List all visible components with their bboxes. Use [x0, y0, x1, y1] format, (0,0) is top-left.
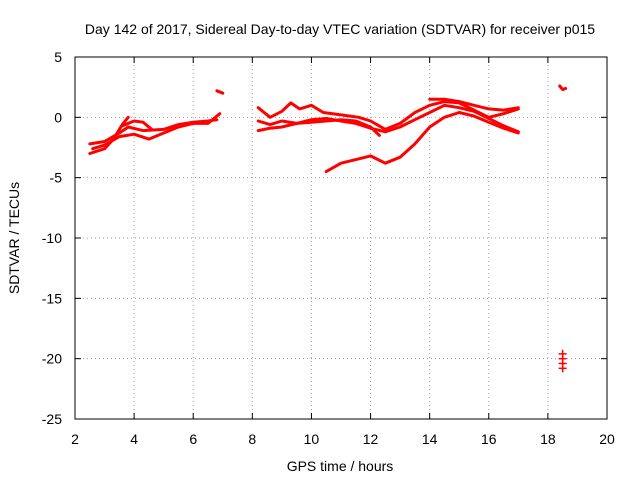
- x-tick-label: 10: [304, 431, 320, 447]
- chart-title: Day 142 of 2017, Sidereal Day-to-day VTE…: [85, 21, 595, 37]
- series-track-i: [324, 111, 520, 174]
- y-tick-labels: 5 0 -5 -10 -15 -20 -25: [42, 49, 62, 427]
- series-track-f: [256, 100, 520, 131]
- x-tick-labels: 2 4 6 8 10 12 14 16 18 20: [71, 431, 615, 447]
- x-tick-label: 14: [422, 431, 438, 447]
- outlier-point: [558, 364, 567, 373]
- x-tick-label: 18: [540, 431, 556, 447]
- y-tick-label: -15: [42, 290, 62, 306]
- y-tick-label: -5: [50, 170, 63, 186]
- y-axis-title: SDTVAR / TECUs: [6, 182, 22, 294]
- grid-lines: [75, 57, 607, 419]
- series-track-d: [120, 119, 154, 131]
- axis-ticks: [74, 56, 608, 420]
- x-tick-label: 12: [363, 431, 379, 447]
- series-track-c: [91, 112, 222, 151]
- series-track-k: [558, 84, 568, 92]
- y-tick-label: -20: [42, 351, 62, 367]
- series-track-a: [88, 118, 219, 146]
- y-tick-label: 0: [54, 109, 62, 125]
- x-tick-label: 16: [481, 431, 497, 447]
- x-tick-label: 2: [71, 431, 79, 447]
- series-track-j: [428, 97, 520, 112]
- y-tick-label: -25: [42, 411, 62, 427]
- x-axis-title: GPS time / hours: [287, 458, 394, 474]
- x-tick-label: 8: [248, 431, 256, 447]
- y-tick-label: -10: [42, 230, 62, 246]
- x-tick-label: 6: [189, 431, 197, 447]
- outlier-markers: [558, 349, 567, 373]
- x-tick-label: 4: [130, 431, 138, 447]
- data-series: [88, 84, 568, 174]
- y-tick-label: 5: [54, 49, 62, 65]
- x-tick-label: 20: [599, 431, 615, 447]
- series-track-e: [215, 89, 225, 95]
- series-track-h: [256, 118, 381, 137]
